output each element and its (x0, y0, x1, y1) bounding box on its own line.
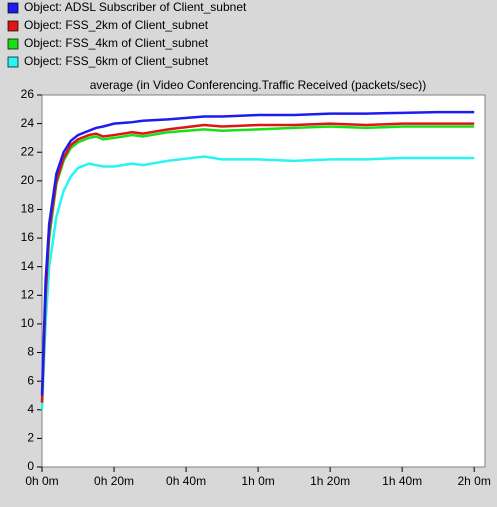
plot-area (41, 94, 486, 468)
x-tick-label: 1h 40m (382, 474, 422, 488)
legend-swatch (7, 20, 19, 32)
y-tick-label: 8 (27, 345, 34, 359)
x-tick-label: 0h 40m (166, 474, 206, 488)
y-tick-label: 22 (21, 144, 35, 158)
legend-swatch (7, 38, 19, 50)
legend-label: Object: ADSL Subscriber of Client_subnet (24, 0, 247, 14)
series-line (40, 122, 475, 403)
series-line (40, 110, 475, 396)
y-tick-label: 24 (21, 116, 35, 130)
legend-swatch (7, 56, 19, 68)
y-tick-label: 14 (21, 259, 35, 273)
chart-title: average (in Video Conferencing.Traffic R… (90, 78, 427, 92)
series-line (40, 155, 475, 410)
y-tick-label: 4 (27, 402, 34, 416)
y-tick-label: 6 (27, 373, 34, 387)
x-tick-label: 2h 0m (458, 474, 491, 488)
y-tick-label: 0 (27, 459, 34, 473)
y-tick-label: 12 (21, 287, 35, 301)
legend-swatch (7, 2, 19, 14)
y-tick-label: 16 (21, 230, 35, 244)
y-tick-label: 20 (21, 173, 35, 187)
y-tick-label: 26 (21, 87, 35, 101)
x-tick-label: 1h 20m (310, 474, 350, 488)
y-tick-label: 18 (21, 202, 35, 216)
y-tick-label: 10 (21, 316, 35, 330)
x-tick-label: 1h 0m (241, 474, 274, 488)
x-tick-label: 0h 20m (94, 474, 134, 488)
legend-label: Object: FSS_6km of Client_subnet (24, 54, 209, 68)
legend-label: Object: FSS_2km of Client_subnet (24, 18, 209, 32)
x-tick-label: 0h 0m (25, 474, 58, 488)
legend-label: Object: FSS_4km of Client_subnet (24, 36, 209, 50)
y-tick-label: 2 (27, 431, 34, 445)
